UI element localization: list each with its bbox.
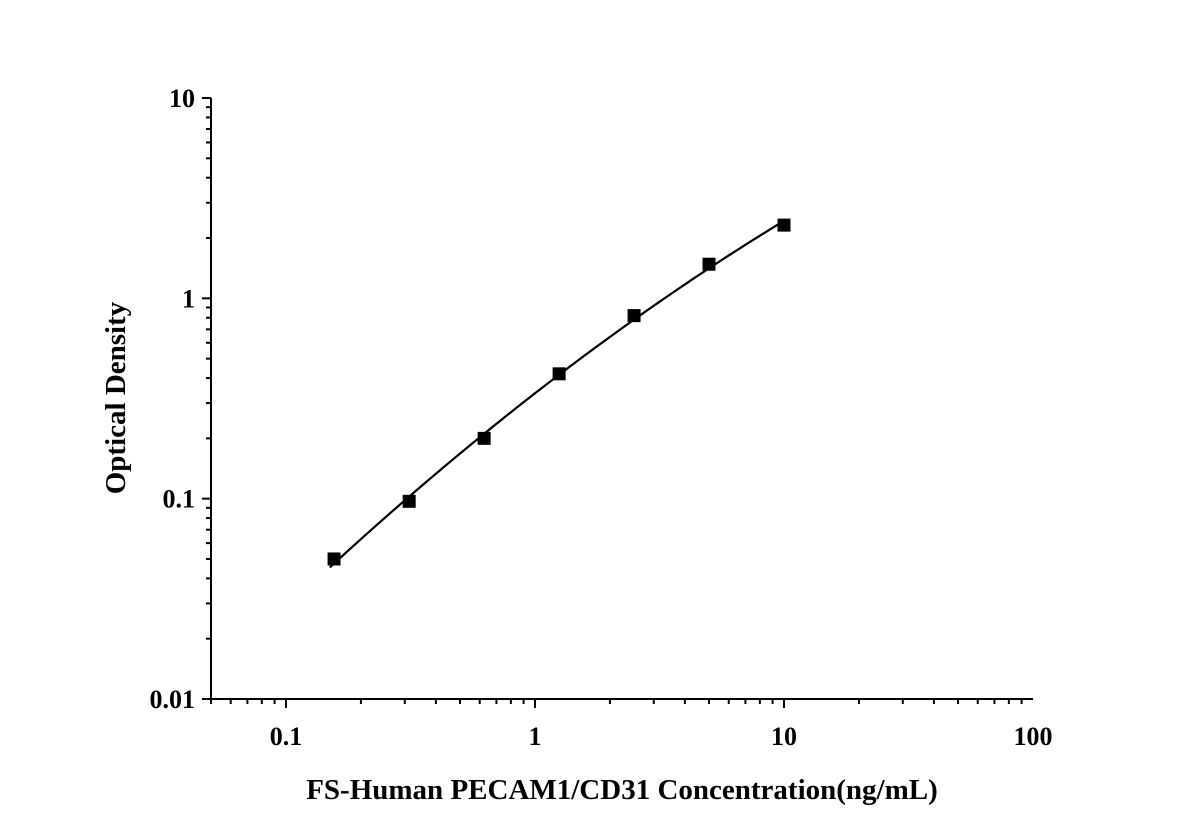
data-point [777, 218, 791, 232]
data-point [627, 309, 641, 323]
tick-labels: 0.1 1 10 100 0.01 0.1 1 10 [150, 84, 1053, 751]
x-tick-label: 100 [1014, 722, 1053, 751]
x-tick-label: 1 [528, 722, 541, 751]
fit-curve [329, 219, 785, 569]
data-point [402, 494, 416, 508]
y-tick-label: 1 [182, 284, 195, 313]
y-tick-label: 0.1 [163, 485, 196, 514]
y-tick-label: 0.01 [150, 685, 196, 714]
data-markers [327, 218, 791, 566]
data-point [477, 431, 491, 445]
ticks [202, 97, 1023, 708]
y-tick-label: 10 [169, 84, 195, 113]
x-axis-title: FS-Human PECAM1/CD31 Concentration(ng/mL… [306, 774, 938, 806]
axes [210, 98, 1033, 700]
x-tick-label: 10 [771, 722, 797, 751]
data-point [702, 257, 716, 271]
data-point [552, 367, 566, 381]
data-point [327, 552, 341, 566]
y-axis-title: Optical Density [100, 301, 132, 494]
x-tick-label: 0.1 [270, 722, 303, 751]
